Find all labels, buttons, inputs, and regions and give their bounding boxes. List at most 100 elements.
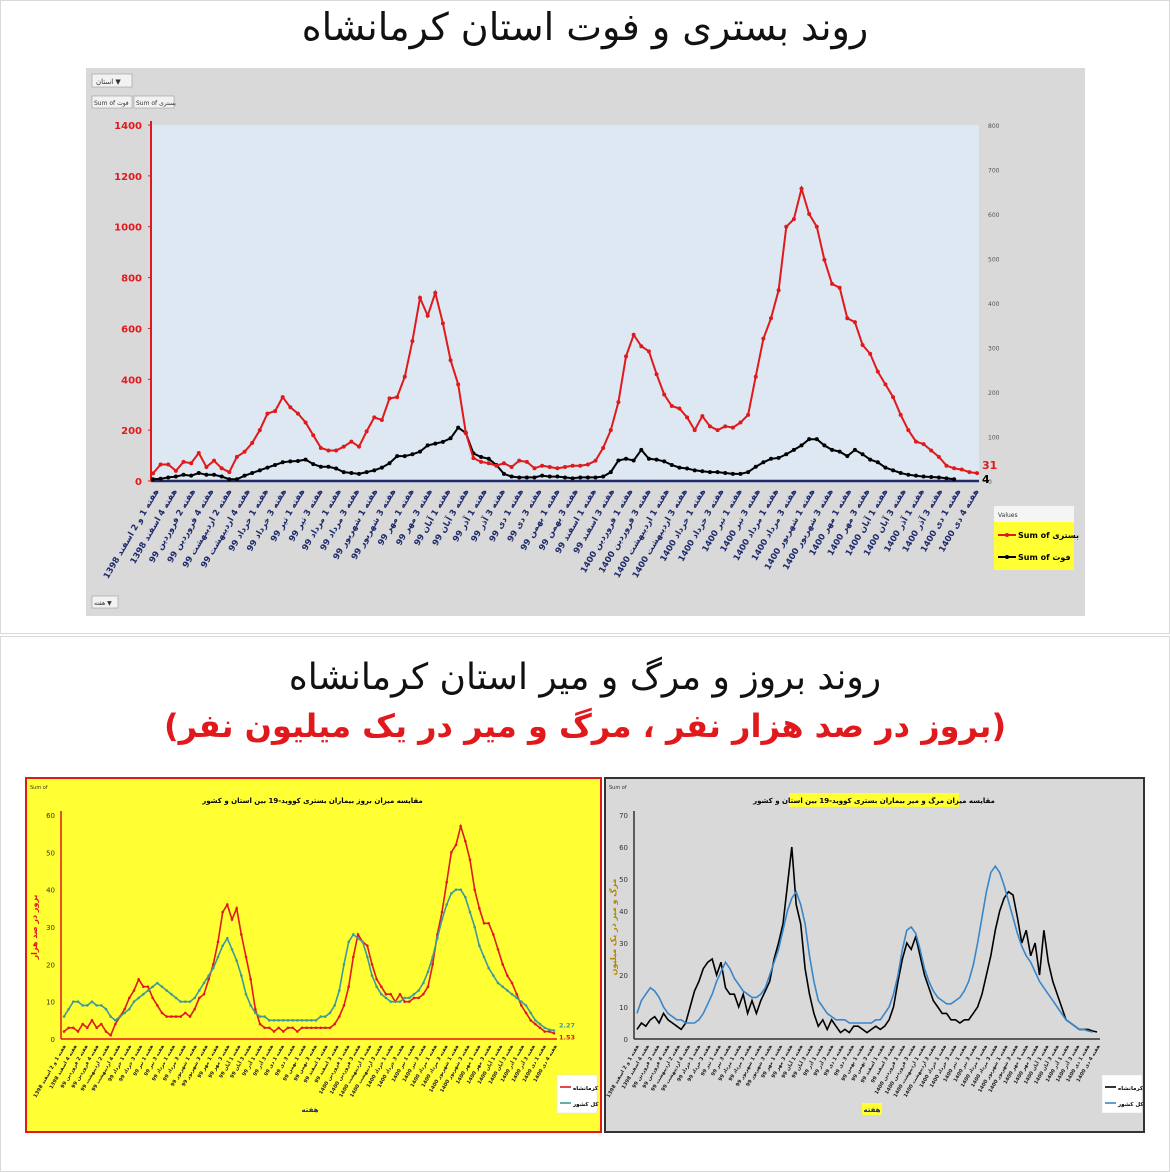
series-point [142,985,145,989]
series-point [95,1026,98,1030]
series-point [412,996,416,1000]
series-point [137,977,140,981]
admissions-point [280,395,285,400]
series-point [454,888,458,891]
y-tick-label: 0 [624,1036,628,1044]
series-point [408,996,411,1000]
admissions-point [692,428,697,433]
series-point [123,1011,126,1015]
admissions-point [318,445,323,450]
admissions-point [425,313,430,318]
deaths-point [532,475,537,480]
admissions-point [250,440,255,445]
series-point [100,1004,103,1007]
deaths-point [837,449,842,454]
series-point [272,1019,276,1022]
series-point [426,970,430,974]
series-point [104,1007,108,1011]
series-point [422,981,425,985]
admissions-point [173,468,178,473]
series-point [86,1004,89,1007]
deaths-point [395,454,400,459]
y-tick-label: 60 [619,844,628,852]
series-point [174,996,178,1000]
admissions-point [822,257,827,262]
series-point [506,974,509,977]
series-point [226,903,229,906]
deaths-point [250,470,255,475]
deaths-point [723,470,728,475]
admissions-point [906,428,911,433]
y-tick-label: 50 [46,849,55,857]
legend-entry: کرمانشاه [573,1085,599,1092]
series-point [356,933,360,936]
admissions-point [242,449,247,454]
series-point [226,936,229,940]
admissions-point [593,458,598,463]
end-label: 2.18 [1102,777,1119,779]
series-point [538,1022,542,1026]
series-point [184,1011,187,1015]
series-point [440,910,444,914]
series-point [221,910,224,914]
x-axis-label: هفته [302,1106,319,1114]
series-point [324,1026,327,1030]
admissions-point [509,465,514,470]
series-point [216,955,220,959]
series-point [230,948,234,951]
series-point [403,996,406,1000]
deaths-point [265,465,270,470]
admissions-point [685,415,690,420]
series-point [286,1019,290,1022]
axis-field-button [91,595,119,609]
series-point [510,981,514,985]
admissions-point [624,354,629,359]
deaths-point [563,475,567,480]
admissions-point [158,462,163,467]
series-point [482,955,486,959]
series-point [118,1015,122,1018]
legend-entry: Sum of بستری [1018,531,1079,540]
series-point [356,936,360,940]
series-point [473,925,476,929]
series-point [501,985,504,989]
legend-title: Values [998,512,1018,519]
series-point [258,1015,262,1018]
y-tick-label: 30 [619,940,628,948]
series-point [62,1030,66,1033]
series-point [417,989,420,992]
series-point [160,1011,164,1015]
deaths-point [479,454,484,459]
deaths-point [501,471,506,476]
deaths-point [364,470,369,475]
admissions-point [257,428,262,433]
y-axis-label: مرگ و میر در یک میلیون [608,879,618,976]
admissions-point [547,465,552,470]
deaths-point [631,458,636,463]
admissions-point [433,290,438,295]
deaths-point [776,455,781,460]
series-point [445,903,448,906]
admissions-point [540,463,545,468]
series-point [520,1000,523,1003]
bottom-subtitle: (بروز در صد هزار نفر ، مرگ و میر در یک م… [163,707,1007,745]
admissions-point [860,342,865,347]
series-point [72,1000,75,1003]
series-point [450,892,453,895]
series-point [389,1000,392,1003]
deaths-point [685,466,690,471]
series-point [314,1026,318,1030]
admissions-point [364,429,369,434]
admissions-point [234,454,239,459]
admissions-point [227,470,232,475]
deaths-point [318,464,323,469]
admissions-point [845,316,850,321]
series-point [272,1030,276,1033]
series-line [63,823,555,1037]
series-point [403,1000,406,1003]
series-point [165,989,168,992]
series-point [132,989,136,992]
deaths-point [166,475,171,480]
admissions-point [936,454,941,459]
deaths-point [387,461,392,466]
